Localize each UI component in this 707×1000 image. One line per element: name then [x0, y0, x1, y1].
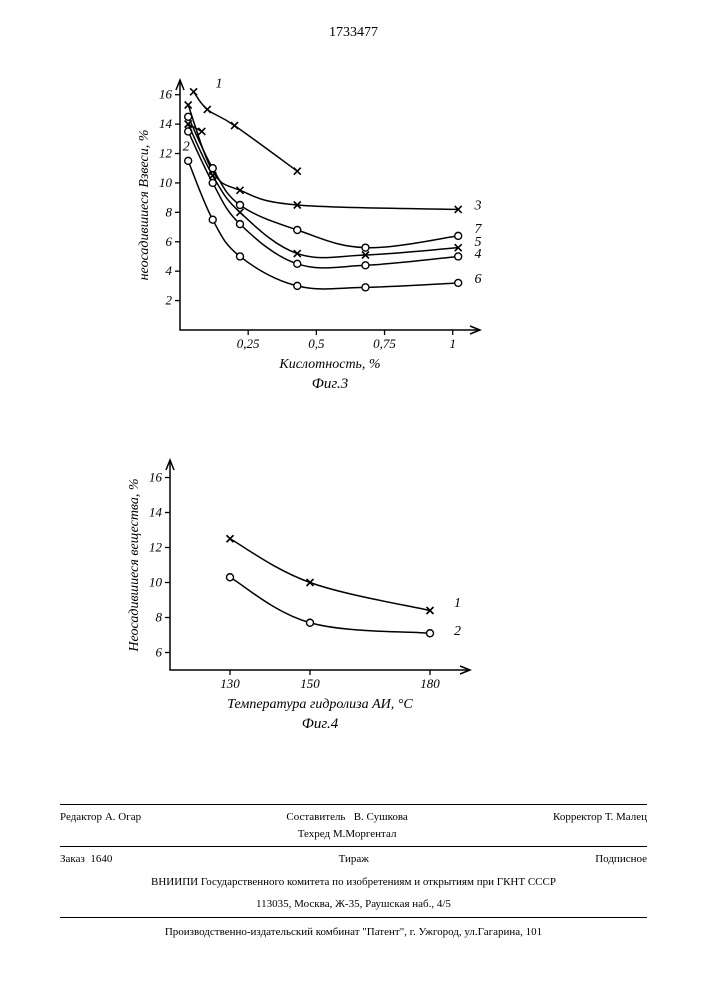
footer-org: ВНИИПИ Государственного комитета по изоб… [60, 874, 647, 891]
svg-text:Неосадившиеся вещества, %: Неосадившиеся вещества, % [127, 478, 142, 652]
chart-fig4: 681012141613015018012Неосадившиеся вещес… [100, 450, 540, 750]
svg-text:0,5: 0,5 [308, 336, 325, 351]
svg-text:12: 12 [159, 146, 173, 161]
svg-text:8: 8 [166, 204, 173, 219]
svg-text:14: 14 [149, 505, 163, 520]
page-number: 1733477 [329, 25, 378, 41]
svg-text:0,25: 0,25 [237, 336, 260, 351]
svg-text:4: 4 [166, 263, 173, 278]
svg-text:Температура гидролиза АИ, °С: Температура гидролиза АИ, °С [227, 697, 413, 712]
svg-text:16: 16 [149, 470, 163, 485]
svg-text:2: 2 [454, 624, 461, 639]
editor: Редактор А. Огар [60, 809, 141, 842]
footer-divider [60, 804, 647, 805]
footer: Редактор А. Огар Составитель В. Сушкова … [60, 800, 647, 940]
svg-text:1: 1 [215, 76, 222, 91]
svg-text:130: 130 [220, 676, 240, 691]
footer-credits: Редактор А. Огар Составитель В. Сушкова … [60, 809, 647, 842]
svg-text:3: 3 [474, 198, 482, 213]
subscription: Подписное [595, 851, 647, 868]
svg-text:150: 150 [300, 676, 320, 691]
svg-text:неосадившиеся Взвеси, %: неосадившиеся Взвеси, % [137, 130, 152, 281]
svg-text:14: 14 [159, 116, 173, 131]
svg-text:0,75: 0,75 [373, 336, 396, 351]
svg-text:6: 6 [166, 234, 173, 249]
svg-text:8: 8 [156, 610, 163, 625]
svg-text:5: 5 [475, 235, 482, 250]
svg-text:Фиг.3: Фиг.3 [312, 376, 348, 392]
compiler-techeditor: Составитель В. Сушкова Техред М.Моргента… [286, 809, 407, 842]
footer-order-row: Заказ 1640 Тираж Подписное [60, 851, 647, 868]
footer-divider-3 [60, 917, 647, 918]
footer-divider-2 [60, 846, 647, 847]
svg-text:1: 1 [449, 336, 456, 351]
svg-text:180: 180 [420, 676, 440, 691]
svg-text:7: 7 [475, 222, 483, 237]
footer-publisher: Производственно-издательский комбинат "П… [60, 924, 647, 941]
svg-text:10: 10 [159, 175, 173, 190]
svg-text:6: 6 [475, 272, 482, 287]
svg-text:2: 2 [166, 293, 173, 308]
svg-text:6: 6 [156, 645, 163, 660]
chart-fig3: 2468101214160,250,50,7511234567неосадивш… [120, 70, 540, 400]
tirage: Тираж [339, 851, 369, 868]
svg-text:Кислотность, %: Кислотность, % [278, 357, 380, 372]
svg-text:Фиг.4: Фиг.4 [302, 716, 339, 732]
order: Заказ 1640 [60, 851, 112, 868]
corrector: Корректор Т. Малец [553, 809, 647, 842]
svg-text:10: 10 [149, 575, 163, 590]
footer-address: 113035, Москва, Ж-35, Раушская наб., 4/5 [60, 896, 647, 913]
svg-text:12: 12 [149, 540, 163, 555]
svg-text:2: 2 [183, 140, 190, 155]
svg-text:16: 16 [159, 87, 173, 102]
svg-text:1: 1 [454, 596, 461, 611]
